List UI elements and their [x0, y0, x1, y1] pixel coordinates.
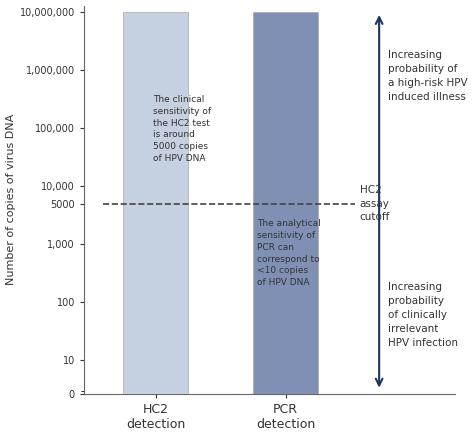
Y-axis label: Number of copies of virus DNA: Number of copies of virus DNA	[6, 114, 16, 285]
Text: HC2
assay
cutoff: HC2 assay cutoff	[360, 185, 390, 222]
Text: Increasing
probability of
a high-risk HPV
induced illness: Increasing probability of a high-risk HP…	[388, 50, 468, 102]
Text: Increasing
probability
of clinically
irrelevant
HPV infection: Increasing probability of clinically irr…	[388, 282, 458, 348]
Bar	[123, 12, 188, 394]
Text: The clinical
sensitivity of
the HC2 test
is around
5000 copies
of HPV DNA: The clinical sensitivity of the HC2 test…	[153, 95, 211, 163]
Bar	[253, 12, 318, 394]
Text: The analytical
sensitivity of
PCR can
correspond to
<10 copies
of HPV DNA: The analytical sensitivity of PCR can co…	[257, 219, 321, 287]
